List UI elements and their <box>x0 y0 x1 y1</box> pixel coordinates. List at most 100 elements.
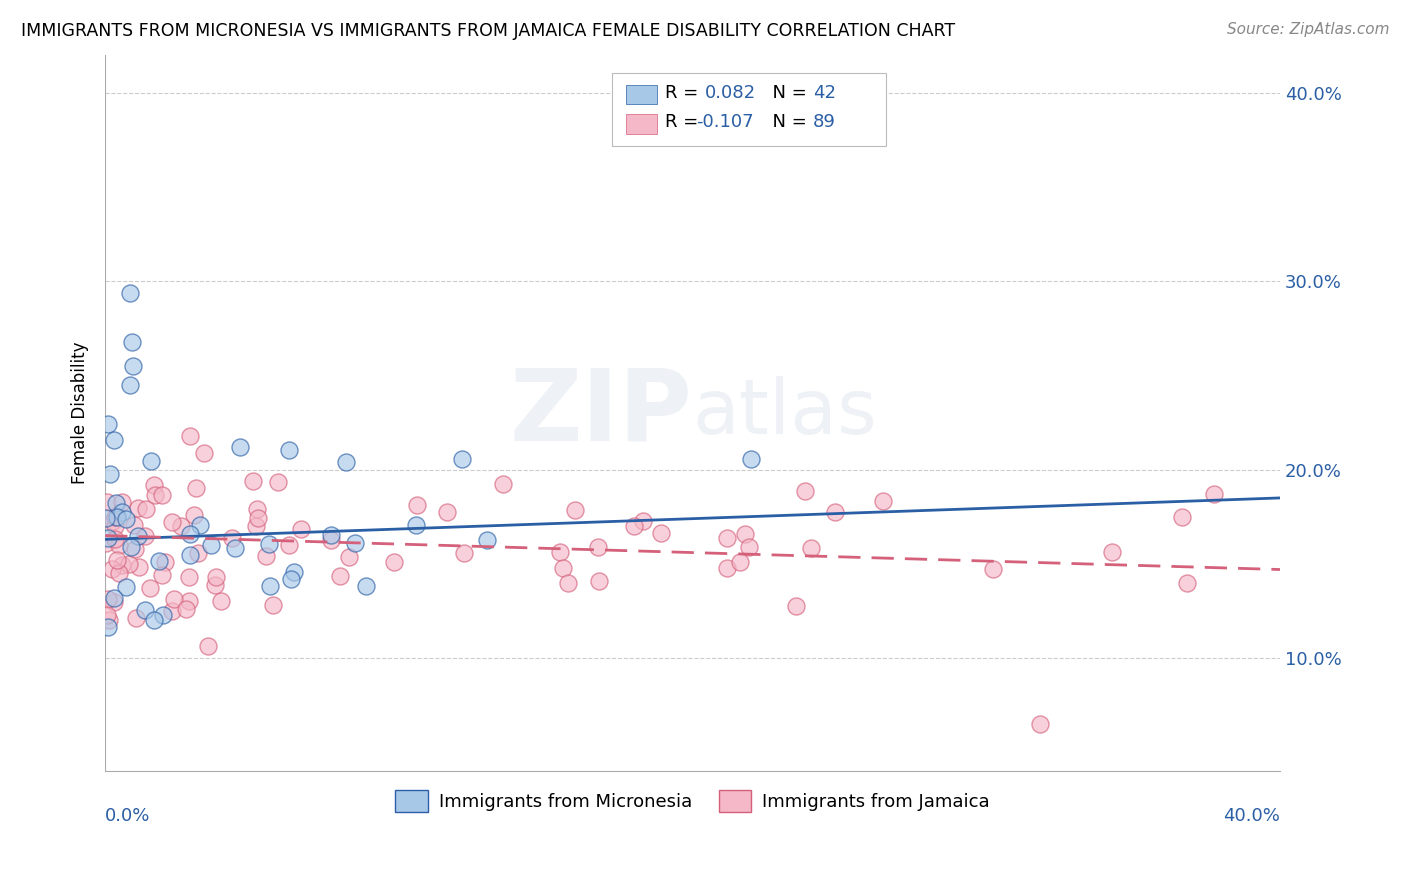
Point <box>111 505 134 519</box>
Point <box>188 518 211 533</box>
Point <box>451 452 474 467</box>
Point <box>1204 486 1226 500</box>
Point <box>118 377 141 392</box>
Legend: Immigrants from Micronesia, Immigrants from Jamaica: Immigrants from Micronesia, Immigrants f… <box>388 783 997 820</box>
Point <box>163 591 186 606</box>
Point <box>111 494 134 508</box>
Point <box>148 554 170 568</box>
Point <box>122 517 145 532</box>
Point <box>122 359 145 373</box>
Text: 0.0%: 0.0% <box>105 807 150 825</box>
Point <box>329 569 352 583</box>
Point <box>228 440 250 454</box>
Text: 42: 42 <box>813 84 835 102</box>
Point <box>104 519 127 533</box>
Point <box>200 537 222 551</box>
Point <box>321 533 343 547</box>
Point <box>1101 545 1123 559</box>
Point <box>125 611 148 625</box>
Text: 0.082: 0.082 <box>704 84 755 102</box>
Point <box>105 510 128 524</box>
Point <box>716 561 738 575</box>
Point <box>335 455 357 469</box>
Point <box>127 529 149 543</box>
Point <box>259 579 281 593</box>
Point <box>405 517 427 532</box>
Point <box>734 527 756 541</box>
Point <box>143 488 166 502</box>
Point <box>1175 576 1198 591</box>
Point <box>94 536 117 550</box>
Point <box>96 495 118 509</box>
Point <box>382 555 405 569</box>
Point <box>262 598 284 612</box>
Point <box>354 578 377 592</box>
Point <box>221 531 243 545</box>
Point <box>117 558 139 572</box>
Y-axis label: Female Disability: Female Disability <box>72 342 89 484</box>
Point <box>97 620 120 634</box>
Point <box>187 546 209 560</box>
Text: IMMIGRANTS FROM MICRONESIA VS IMMIGRANTS FROM JAMAICA FEMALE DISABILITY CORRELAT: IMMIGRANTS FROM MICRONESIA VS IMMIGRANTS… <box>21 22 955 40</box>
Point <box>650 526 672 541</box>
Point <box>121 334 143 349</box>
Point <box>246 502 269 516</box>
Point <box>550 544 572 558</box>
Point <box>101 514 124 528</box>
Point <box>209 593 232 607</box>
Point <box>1171 509 1194 524</box>
Point <box>800 541 823 555</box>
Point <box>453 546 475 560</box>
Point <box>186 481 208 495</box>
Point <box>290 523 312 537</box>
Point <box>553 561 575 575</box>
Point <box>105 496 128 510</box>
Point <box>785 599 807 613</box>
Text: 40.0%: 40.0% <box>1223 807 1279 825</box>
Point <box>179 548 201 562</box>
Point <box>588 574 610 588</box>
Point <box>98 467 121 481</box>
Point <box>586 540 609 554</box>
Point <box>152 607 174 622</box>
Point <box>134 529 156 543</box>
Text: -0.107: -0.107 <box>696 113 754 131</box>
Point <box>337 549 360 564</box>
Point <box>135 502 157 516</box>
Point <box>793 484 815 499</box>
Point <box>170 518 193 533</box>
Point <box>278 442 301 457</box>
Point <box>631 514 654 528</box>
Point <box>114 580 136 594</box>
Point <box>197 639 219 653</box>
Point <box>160 604 183 618</box>
Point <box>254 549 277 563</box>
Point <box>97 417 120 431</box>
Point <box>128 560 150 574</box>
Point <box>104 532 127 546</box>
Point <box>475 533 498 547</box>
Text: R =: R = <box>665 113 704 131</box>
Point <box>103 595 125 609</box>
Point <box>179 569 201 583</box>
Point <box>179 527 201 541</box>
Point <box>97 591 120 606</box>
Point <box>267 475 290 490</box>
Point <box>319 527 342 541</box>
Point <box>97 532 120 546</box>
Point <box>101 562 124 576</box>
Point <box>104 510 127 524</box>
Text: N =: N = <box>761 113 813 131</box>
Point <box>179 429 201 443</box>
Point <box>564 503 586 517</box>
Point <box>623 518 645 533</box>
Point <box>193 446 215 460</box>
Point <box>492 476 515 491</box>
Point <box>120 541 142 555</box>
Point <box>1028 717 1050 731</box>
Point <box>139 581 162 595</box>
Point <box>162 516 184 530</box>
Text: ZIP: ZIP <box>510 365 693 462</box>
Point <box>242 475 264 489</box>
Point <box>224 541 246 555</box>
